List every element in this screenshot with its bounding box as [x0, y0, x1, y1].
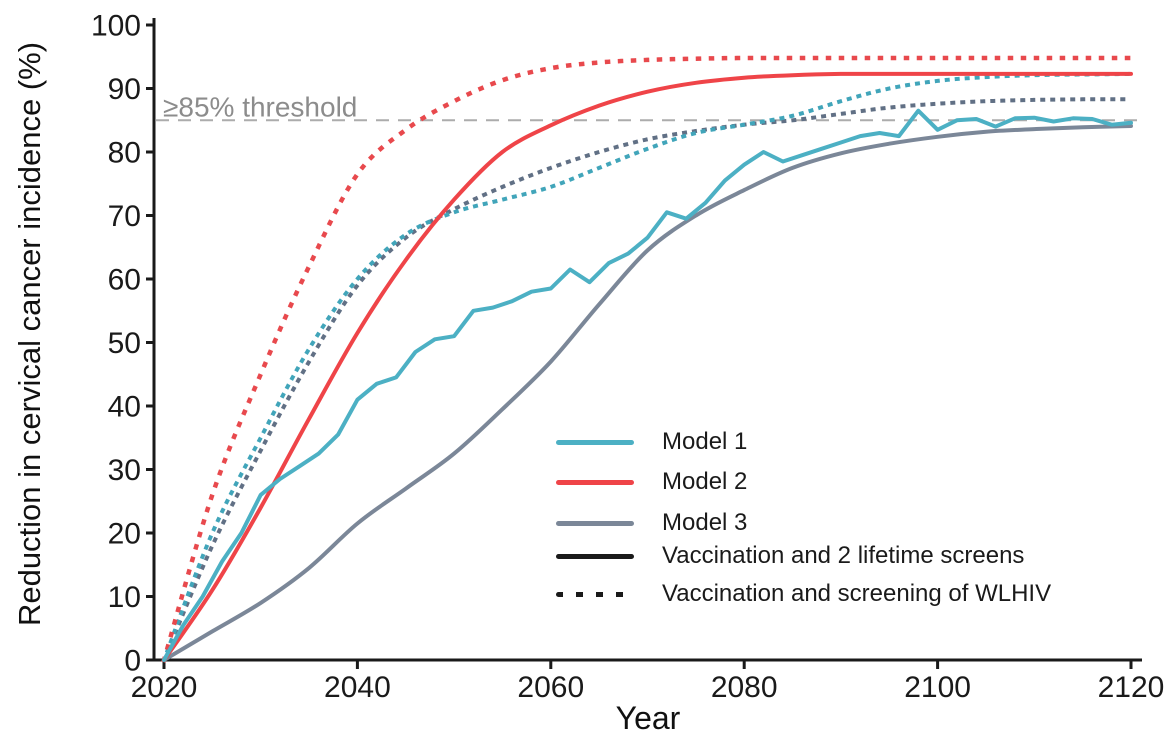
x-tick-label: 2100	[904, 671, 971, 704]
y-tick-label: 90	[108, 73, 141, 106]
y-tick-label: 40	[108, 391, 141, 424]
y-tick-label: 70	[108, 200, 141, 233]
x-tick-label: 2120	[1098, 671, 1165, 704]
x-tick-label: 2060	[517, 671, 584, 704]
y-tick-label: 30	[108, 454, 141, 487]
series-model2-solid	[162, 71, 1133, 662]
y-tick-label: 100	[91, 10, 141, 43]
series-model1-solid	[162, 108, 1133, 662]
y-tick-label: 50	[108, 327, 141, 360]
x-axis-title: Year	[615, 700, 681, 736]
y-axis-title: Reduction in cervical cancer incidence (…	[12, 41, 47, 627]
y-tick-label: 20	[108, 518, 141, 551]
axes: 0 10 20 30 40 50 60 70 80 90 100 2020 2040 2060 2080 21…	[91, 10, 1164, 705]
series-model1-dotted	[161, 71, 1134, 663]
y-tick-label: 60	[108, 264, 141, 297]
x-tick-label: 2020	[131, 671, 198, 704]
series-model3-dotted	[161, 97, 1134, 663]
x-tick-label: 2040	[324, 671, 391, 704]
x-tick-label: 2080	[711, 671, 778, 704]
y-tick-label: 0	[124, 645, 141, 678]
y-tick-label: 10	[108, 581, 141, 614]
threshold-label: ≥85% threshold	[163, 91, 357, 122]
y-tick-label: 80	[108, 137, 141, 170]
series-model3-solid	[162, 124, 1133, 662]
